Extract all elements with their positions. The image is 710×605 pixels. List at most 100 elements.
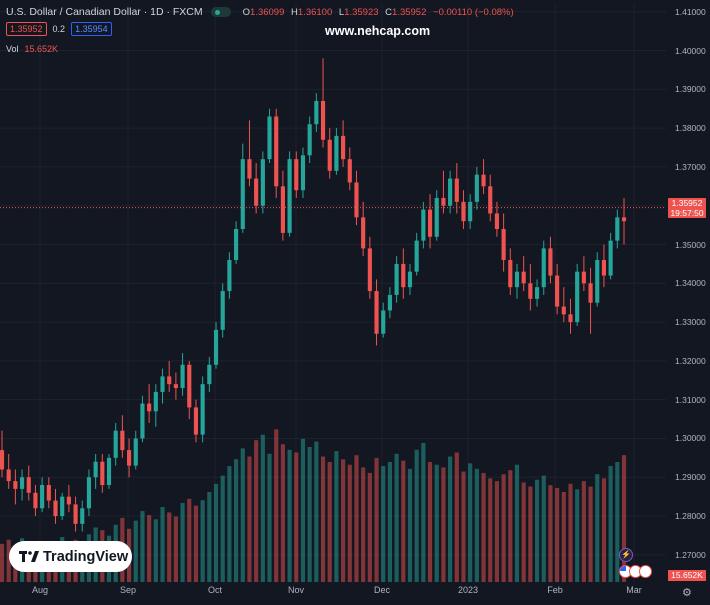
candle-body	[40, 485, 45, 509]
candle	[501, 213, 506, 272]
candle-body	[254, 178, 259, 206]
candle-body	[187, 364, 192, 408]
candle	[247, 120, 252, 187]
volume-bar	[354, 455, 359, 582]
gear-icon[interactable]: ⚙	[682, 587, 692, 599]
open-label: O	[242, 6, 251, 18]
candle	[220, 283, 225, 338]
candle	[173, 372, 178, 400]
candle-body	[347, 159, 352, 183]
last-price-value: 1.35952	[671, 198, 703, 208]
candle	[160, 368, 165, 404]
volume-bar	[153, 519, 158, 582]
tradingview-logo-icon	[19, 550, 39, 562]
time-axis[interactable]: Aug Sep Oct Nov Dec 2023 Feb Mar	[0, 583, 660, 600]
candle	[33, 485, 38, 517]
volume-bar	[568, 483, 573, 582]
buy-button[interactable]: 1.35954	[71, 22, 112, 36]
candle-body	[320, 100, 326, 140]
price-tick-label: 1.39000	[675, 84, 706, 95]
candle	[521, 256, 526, 292]
volume-bar	[180, 502, 185, 582]
volume-bar	[220, 475, 225, 582]
candle	[407, 263, 413, 295]
sell-button[interactable]: 1.35952	[6, 22, 47, 36]
candle	[40, 477, 45, 513]
candle-body	[541, 248, 546, 288]
candle-body	[327, 139, 332, 171]
candle	[354, 170, 359, 226]
candle	[113, 422, 118, 466]
candle	[180, 353, 185, 396]
volume-bar	[381, 466, 386, 582]
candle	[454, 163, 459, 214]
volume-bar	[474, 468, 479, 582]
candle	[254, 163, 259, 214]
volume-label: Vol	[6, 44, 19, 54]
candle-body	[160, 376, 165, 392]
candle	[394, 256, 399, 303]
volume-bar	[200, 500, 205, 582]
lightning-icon[interactable]: ⚡	[619, 548, 633, 562]
candle-body	[93, 461, 98, 478]
candle	[468, 194, 473, 229]
volume-bar	[147, 515, 152, 582]
volume-legend[interactable]: Vol 15.652K	[6, 44, 58, 54]
tradingview-logo[interactable]: TradingView	[9, 541, 132, 572]
volume-bar	[588, 486, 593, 582]
candle-body	[514, 271, 520, 288]
event-flags[interactable]	[619, 565, 652, 578]
candle	[608, 232, 613, 280]
price-tick-label: 1.33000	[675, 317, 706, 328]
candle	[461, 190, 466, 229]
candle	[595, 252, 600, 307]
candle	[240, 143, 245, 233]
candle	[73, 496, 78, 532]
price-tick-label: 1.34000	[675, 278, 706, 289]
volume-bar	[0, 543, 5, 582]
price-tick-label: 1.27000	[675, 549, 706, 560]
last-price-tag: 1.35952 19:57:50	[668, 198, 706, 218]
candle	[588, 267, 593, 334]
candle-body	[294, 159, 299, 191]
candle	[53, 488, 58, 524]
symbol-title[interactable]: U.S. Dollar / Canadian Dollar · 1D · FXC…	[6, 6, 203, 18]
volume-bar	[160, 507, 165, 582]
ca-flag-icon-2[interactable]	[639, 565, 652, 578]
market-status-icon	[210, 7, 231, 17]
candle	[127, 438, 132, 478]
volume-bar	[347, 464, 352, 582]
candle-body	[33, 492, 38, 509]
candle	[387, 287, 392, 319]
candle-body	[334, 135, 339, 171]
volume-bar	[581, 481, 586, 582]
candle-body	[240, 159, 245, 229]
spread-value: 0.2	[52, 24, 66, 34]
candle	[555, 263, 560, 315]
candle-body	[501, 228, 506, 261]
volume-bar	[341, 459, 346, 582]
candle	[434, 190, 439, 241]
volume-bar	[314, 441, 319, 582]
volume-bar	[481, 472, 486, 582]
candle	[193, 399, 199, 443]
candle-body	[341, 135, 346, 160]
volume-bar	[448, 456, 453, 582]
candle-body	[267, 116, 272, 160]
candle-body	[314, 100, 319, 125]
price-tick-label: 1.40000	[675, 45, 706, 56]
candle	[106, 453, 112, 489]
candle-body	[307, 124, 312, 156]
candle-body	[213, 329, 219, 365]
ohlc-values: O1.36099 H1.36100 L1.35923 C1.35952 −0.0…	[239, 7, 514, 18]
candle-body	[260, 159, 265, 206]
candle	[274, 108, 279, 198]
volume-bar	[421, 442, 426, 582]
candle	[6, 453, 11, 489]
candle	[120, 415, 125, 458]
volume-bar	[374, 457, 379, 582]
candle-body	[608, 240, 613, 276]
candle	[514, 263, 520, 299]
